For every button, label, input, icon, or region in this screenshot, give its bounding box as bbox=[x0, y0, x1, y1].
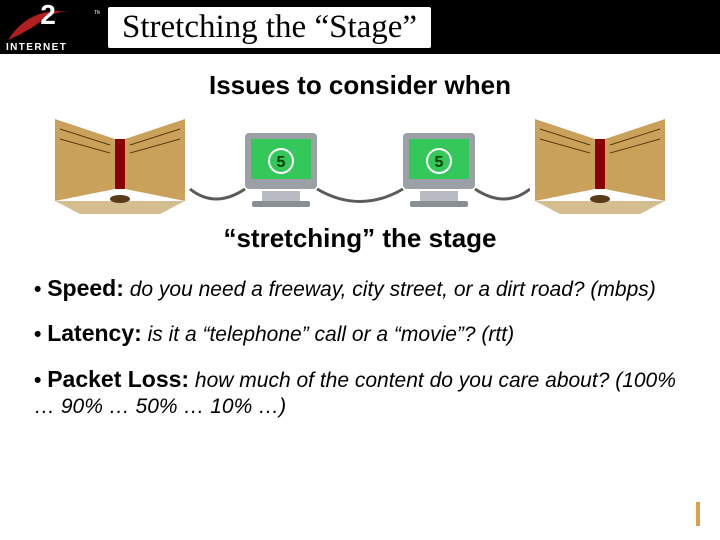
bullet-dot-icon: • bbox=[34, 369, 47, 392]
subtitle-line-2: “stretching” the stage bbox=[0, 223, 720, 254]
bullet-dot-icon: • bbox=[34, 323, 47, 346]
diagram-svg: 5 5 bbox=[40, 109, 680, 219]
subtitle-2-text: “stretching” the stage bbox=[223, 223, 496, 253]
cable-icon bbox=[190, 189, 245, 199]
monitor-icon: 5 bbox=[403, 133, 475, 207]
bullet-body: is it a “telephone” call or a “movie”? (… bbox=[142, 323, 514, 346]
logo-text: INTERNET bbox=[6, 42, 67, 53]
footer-accent-icon bbox=[696, 502, 700, 526]
subtitle-1-text: Issues to consider when bbox=[209, 70, 511, 100]
svg-text:5: 5 bbox=[435, 154, 444, 171]
bullet-body: do you need a freeway, city street, or a… bbox=[124, 278, 656, 301]
bullet-list: • Speed: do you need a freeway, city str… bbox=[34, 274, 686, 420]
bullet-head: Latency: bbox=[47, 320, 142, 346]
monitor-icon: 5 bbox=[245, 133, 317, 207]
cable-icon bbox=[475, 189, 530, 199]
page-title: Stretching the “Stage” bbox=[108, 7, 431, 48]
header-bar: 2 INTERNET TM Stretching the “Stage” bbox=[0, 0, 720, 54]
bullet-item: • Speed: do you need a freeway, city str… bbox=[34, 274, 686, 303]
bullet-head: Speed: bbox=[47, 275, 124, 301]
svg-text:2: 2 bbox=[40, 0, 56, 30]
subtitle-line-1: Issues to consider when bbox=[0, 70, 720, 101]
bullet-dot-icon: • bbox=[34, 278, 47, 301]
logo-tm: TM bbox=[94, 10, 100, 16]
svg-text:5: 5 bbox=[277, 154, 286, 171]
bullet-item: • Latency: is it a “telephone” call or a… bbox=[34, 319, 686, 348]
room-right-icon bbox=[530, 114, 670, 214]
network-diagram: 5 5 bbox=[0, 109, 720, 219]
cable-icon bbox=[317, 189, 403, 202]
bullet-item: • Packet Loss: how much of the content d… bbox=[34, 365, 686, 421]
bullet-head: Packet Loss: bbox=[47, 366, 189, 392]
internet2-logo: 2 INTERNET TM bbox=[0, 0, 100, 54]
room-left-icon bbox=[50, 114, 190, 214]
